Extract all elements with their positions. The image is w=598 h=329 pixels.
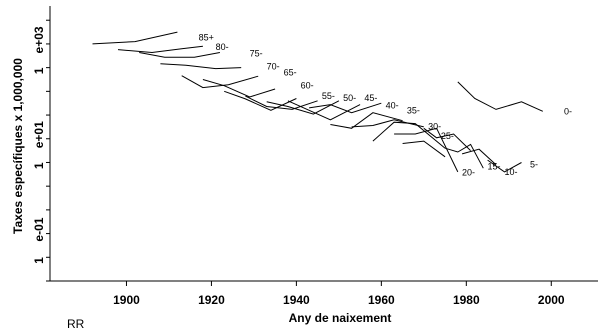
x-tick-label: 1980: [453, 293, 480, 307]
series-label: 25-: [441, 131, 454, 141]
y-tick-exponent: e+01: [32, 121, 46, 148]
label-layer: 85+80- 75- 70- 65- 60- 55- 50- 45- 40- 35- 30-25- 2…: [199, 32, 572, 177]
series-line: [139, 52, 220, 58]
y-tick-mantissa: 1: [32, 67, 46, 74]
series-label: 45-: [364, 93, 377, 103]
series-line: [117, 45, 203, 54]
series-line: [457, 81, 544, 112]
series-line: [330, 112, 403, 129]
series-label: 70-: [267, 62, 280, 72]
series-label: 80-: [216, 42, 229, 52]
series-label: 60-: [301, 81, 314, 91]
series-line: [266, 100, 340, 115]
series-label: 85+: [199, 32, 214, 42]
x-tick-label: 1920: [198, 293, 225, 307]
series-label: 10-: [505, 167, 518, 177]
series-line: [394, 127, 459, 173]
series-line-extra: [402, 140, 446, 158]
series-label: 5-: [530, 159, 538, 169]
y-axis-title: Taxes específiques x 1,000,000: [11, 58, 25, 234]
series-line: [444, 143, 484, 169]
series-line: [92, 31, 178, 45]
x-tick-label: 1960: [368, 293, 395, 307]
series-line-extra: [487, 159, 522, 173]
x-ticks: 1900 1920 1940 1960 1980 2000: [113, 281, 565, 307]
x-axis-title: Any de naixement: [289, 311, 392, 325]
series-line: [245, 95, 318, 110]
series-label: 75-: [250, 48, 263, 58]
series-label: 20-: [462, 167, 475, 177]
series-line-extra: [461, 148, 497, 166]
x-tick-label: 1900: [113, 293, 140, 307]
y-tick-exponent: e+03: [32, 26, 46, 53]
series-label: 55-: [322, 91, 335, 101]
y-tick-mantissa: 1: [32, 162, 46, 169]
x-tick-label: 2000: [538, 293, 565, 307]
series-label: 30-: [428, 121, 441, 131]
series-label: 35-: [407, 105, 420, 115]
series-label: 15-: [488, 162, 501, 172]
series-line: [287, 100, 361, 121]
series-line: [202, 79, 276, 98]
series-label: 0-: [564, 106, 572, 116]
series-label: 40-: [386, 101, 399, 111]
series-line: [309, 102, 382, 114]
series-label: 65-: [284, 67, 297, 77]
corner-text: RR: [67, 317, 85, 329]
series-label: 50-: [343, 93, 356, 103]
x-tick-label: 1940: [283, 293, 310, 307]
series-line: [372, 121, 446, 149]
series-line: [224, 90, 297, 111]
y-tick-exponent: e-01: [32, 217, 46, 241]
series-line: [160, 63, 242, 70]
y-ticks: e+03 1 e+01 1 e-01 1: [32, 19, 50, 282]
y-tick-mantissa: 1: [32, 257, 46, 264]
series-line: [423, 127, 471, 151]
series-layer: [92, 31, 544, 173]
series-line: [181, 75, 259, 89]
